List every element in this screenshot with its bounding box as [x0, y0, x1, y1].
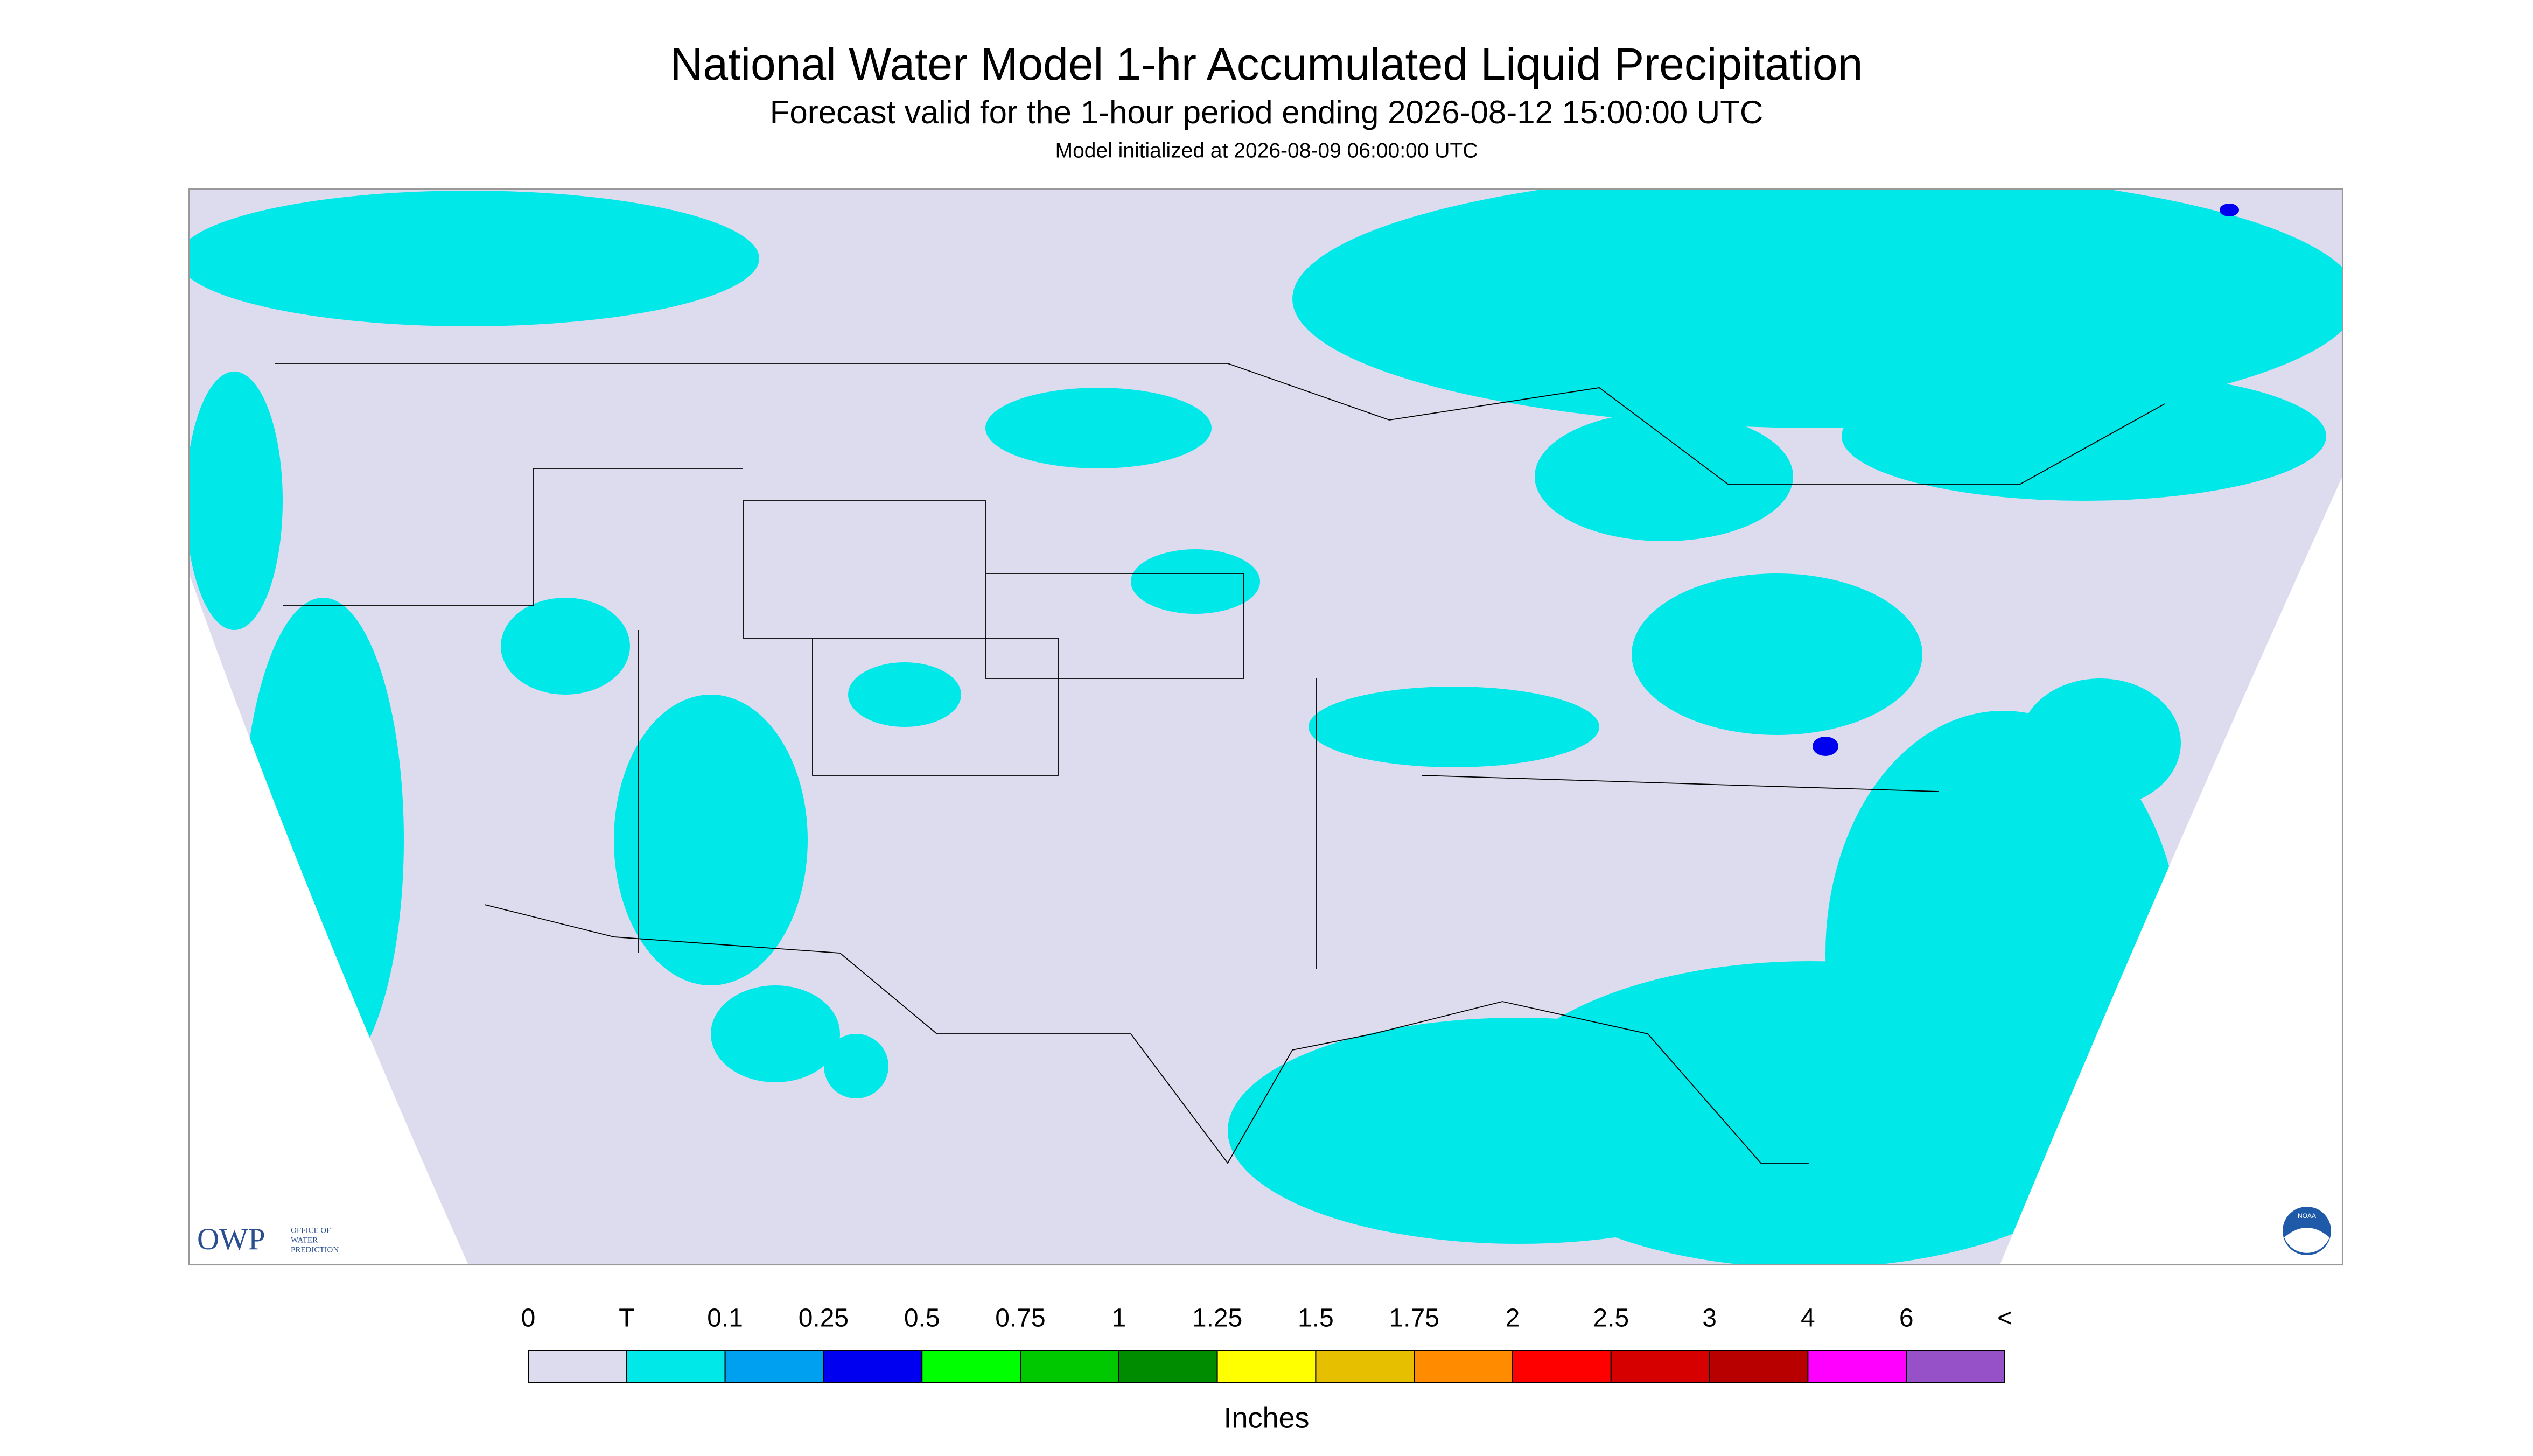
legend-label: 1 — [1111, 1304, 1126, 1333]
legend-swatch — [1709, 1350, 1809, 1383]
precip-area — [1535, 412, 1793, 541]
precip-areas — [189, 189, 2342, 1265]
border-line — [275, 363, 2165, 485]
precip-area — [985, 388, 1212, 468]
precip-area — [848, 662, 961, 727]
legend-swatch — [921, 1350, 1021, 1383]
legend-swatch — [528, 1350, 627, 1383]
precip-area — [189, 191, 759, 326]
precip-area — [501, 598, 630, 695]
legend-label: < — [1997, 1304, 2012, 1333]
noaa-logo-wave — [2284, 1228, 2329, 1253]
precip-area — [189, 372, 283, 630]
init-time: Model initialized at 2026-08-09 06:00:00… — [1055, 139, 1478, 162]
legend-swatch — [1512, 1350, 1612, 1383]
precip-area — [1309, 687, 1599, 767]
legend-label: T — [619, 1304, 634, 1333]
legend-swatch — [823, 1350, 923, 1383]
legend-swatch — [1118, 1350, 1218, 1383]
precip-area — [1228, 1018, 1809, 1244]
border-line — [484, 904, 1809, 1164]
legend-swatch — [1020, 1350, 1119, 1383]
legend-label: 1.5 — [1298, 1304, 1334, 1333]
precip-area — [2019, 678, 2181, 808]
legend-swatch — [1414, 1350, 1513, 1383]
legend-label: 1.75 — [1389, 1304, 1439, 1333]
owp-logo-text: OFFICE OF — [291, 1226, 331, 1235]
legend-swatch — [1610, 1350, 1710, 1383]
legend-label: 0.5 — [904, 1304, 940, 1333]
legend-swatch — [1216, 1350, 1317, 1383]
precip-area — [1131, 549, 1260, 614]
borders — [275, 363, 2165, 1164]
legend-swatch — [1906, 1350, 2005, 1383]
precip-area — [242, 598, 404, 1082]
legend-label: 1.25 — [1192, 1304, 1242, 1333]
precip-area-heavy — [1813, 737, 1838, 756]
map: OWP OFFICE OF WATER PREDICTION NOAA — [188, 188, 2343, 1266]
subtitle: Forecast valid for the 1-hour period end… — [770, 94, 1763, 130]
map-frame — [188, 188, 2343, 1266]
legend-label: 0 — [521, 1304, 536, 1333]
owp-logo: OWP — [197, 1222, 265, 1256]
legend-swatch — [1315, 1350, 1415, 1383]
precip-area — [1842, 372, 2326, 501]
legend-swatch — [724, 1350, 824, 1383]
border-line — [283, 468, 1939, 969]
title: National Water Model 1-hr Accumulated Li… — [670, 39, 1863, 89]
legend-label: 6 — [1899, 1304, 1914, 1333]
legend-label: 0.25 — [799, 1304, 849, 1333]
legend-label: 2.5 — [1593, 1304, 1629, 1333]
legend-label: 3 — [1702, 1304, 1717, 1333]
border-line — [743, 500, 1244, 776]
legend-swatch — [626, 1350, 726, 1383]
precip-area — [711, 985, 840, 1082]
legend-label: 4 — [1801, 1304, 1815, 1333]
precip-area — [824, 1034, 888, 1098]
owp-logo-text: WATER — [291, 1236, 318, 1244]
legend-label: 0.1 — [707, 1304, 743, 1333]
legend-units: Inches — [1223, 1402, 1309, 1434]
legend-label: 2 — [1506, 1304, 1520, 1333]
legend-swatch — [1807, 1350, 1907, 1383]
precip-area — [1292, 189, 2342, 428]
precip-area-heavy — [2220, 204, 2239, 216]
legend-label: 0.75 — [995, 1304, 1045, 1333]
precip-area — [1632, 573, 1922, 735]
owp-logo-text: PREDICTION — [291, 1245, 339, 1254]
precip-area — [614, 695, 808, 985]
noaa-logo-text: NOAA — [2298, 1212, 2316, 1220]
legend: 0 T 0.1 0.25 0.5 0.75 1 1.25 1.5 1.75 2 2.5 3 4 6 < — [521, 1304, 2012, 1383]
